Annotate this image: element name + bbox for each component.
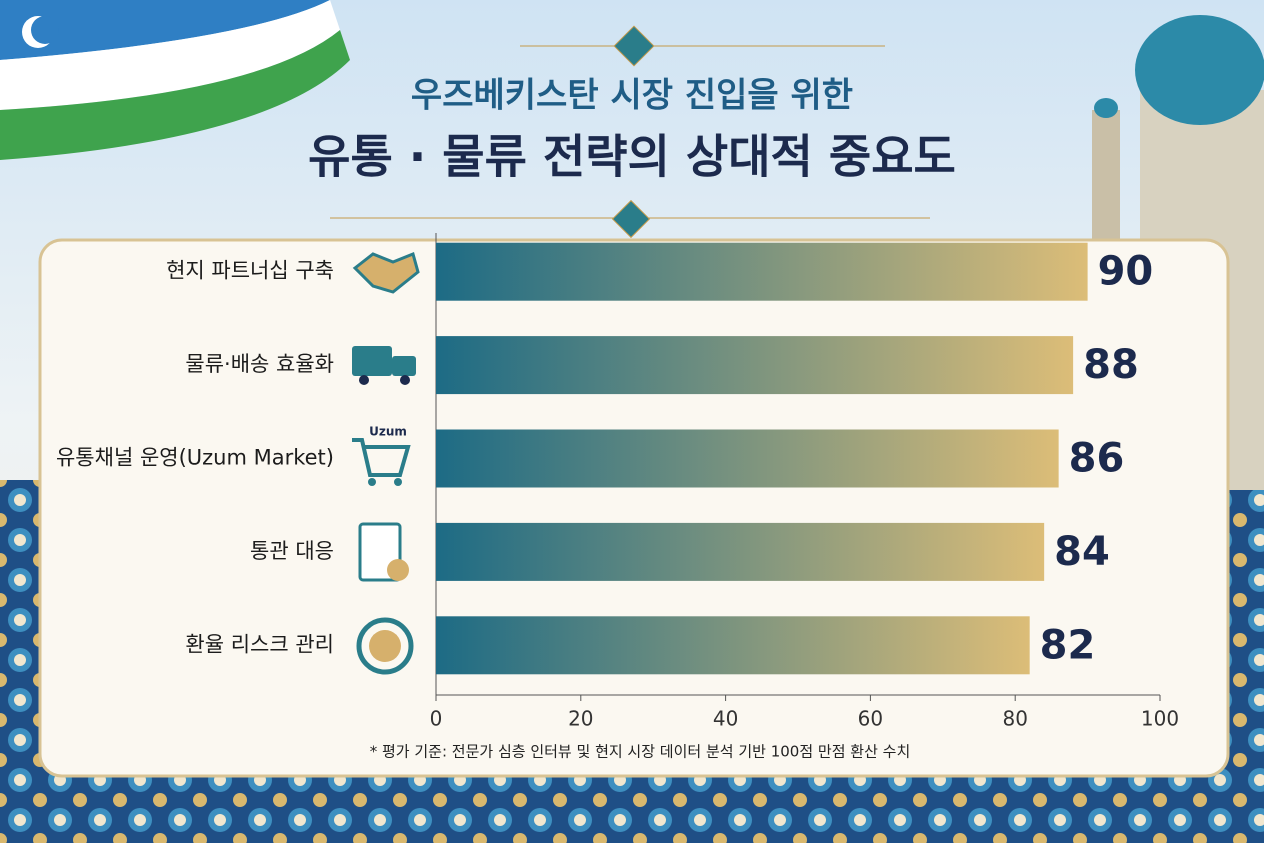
value-label: 86	[1069, 436, 1125, 482]
chart-subtitle: 유통 · 물류 전략의 상대적 중요도	[308, 130, 956, 184]
y-tick-label: 환율 리스크 관리	[185, 632, 334, 656]
icon-text: Uzum	[369, 425, 407, 439]
y-tick-label: 통관 대응	[250, 539, 334, 563]
x-tick-label: 0	[430, 707, 443, 731]
y-tick-label: 현지 파트너십 구축	[166, 259, 334, 283]
value-label: 84	[1054, 529, 1110, 575]
bar	[436, 336, 1074, 395]
panel	[38, 238, 1230, 778]
icons	[352, 251, 420, 675]
x-tick-label: 100	[1141, 707, 1179, 731]
bar	[436, 242, 1088, 301]
x-tick-label: 60	[858, 707, 883, 731]
ornament	[330, 25, 930, 239]
flag	[0, 0, 350, 160]
y-tick-label: 물류·배송 효율화	[185, 352, 334, 376]
bar	[436, 616, 1030, 675]
x-tick-label: 80	[1002, 707, 1027, 731]
value-label: 88	[1083, 342, 1139, 388]
y-tick-label: 유통채널 운영(Uzum Market)	[56, 446, 334, 470]
x-tick-label: 40	[713, 707, 738, 731]
value-label: 82	[1040, 622, 1096, 668]
x-tick-label: 20	[568, 707, 593, 731]
footnote: * 평가 기준: 전문가 심층 인터뷰 및 현지 시장 데이터 분석 기반 10…	[370, 743, 911, 761]
value-label: 90	[1098, 249, 1154, 295]
bar	[436, 522, 1045, 581]
chart-title: 우즈베키스탄 시장 진입을 위한	[411, 76, 853, 116]
bar	[436, 429, 1059, 488]
